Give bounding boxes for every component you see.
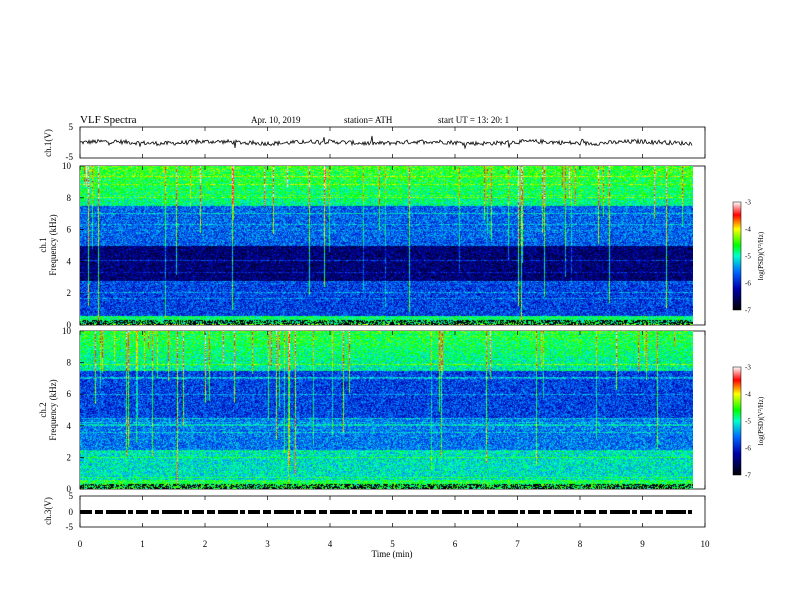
- ch1-ytick: -5: [66, 152, 74, 162]
- y-tick-label: 4: [67, 256, 72, 266]
- ch1-waveform-line: [79, 135, 693, 150]
- ch1-spectrogram-yticks: 0 2 4 6 8 10: [62, 161, 84, 330]
- ch3-ytick: 5: [69, 491, 74, 501]
- x-axis-ticks: 0 1 2 3 4 5 6 7 8 9 10: [78, 127, 710, 549]
- ch2-spectrogram-image: [80, 331, 693, 489]
- ch3-panel: 5 0 -5 ch.3(V): [43, 491, 706, 532]
- ch1-colorbar: [732, 201, 742, 311]
- colorbar-tick-label: -4: [745, 391, 751, 399]
- colorbar-tick-label: -4: [745, 226, 751, 234]
- x-axis-label: Time (min): [372, 549, 413, 559]
- x-tick-label: 8: [578, 539, 583, 549]
- colorbar-tick-label: -5: [745, 253, 751, 261]
- ch1-colorbar-ticks: -3 -4 -5 -6 -7: [745, 199, 751, 315]
- x-tick-label: 6: [453, 539, 458, 549]
- ch3-ylabel: ch.3(V): [43, 497, 53, 525]
- x-tick-label: 0: [78, 539, 83, 549]
- x-tick-label: 7: [515, 539, 520, 549]
- y-tick-label: 4: [67, 421, 72, 431]
- x-tick-label: 4: [328, 539, 333, 549]
- ch2-colorbar-ticks: -3 -4 -5 -6 -7: [745, 364, 751, 480]
- x-tick-label: 3: [265, 539, 270, 549]
- x-tick-label: 9: [640, 539, 645, 549]
- colorbar-tick-label: -3: [745, 199, 751, 207]
- ch1-spectrogram-image: [80, 166, 693, 325]
- date-label: Apr. 10, 2019: [251, 115, 301, 125]
- y-tick-label: 0: [67, 484, 72, 494]
- y-tick-label: 0: [67, 320, 72, 330]
- ch1-ylabel: ch.1(V): [43, 129, 53, 157]
- y-tick-label: 2: [67, 288, 72, 298]
- ch1-ytick: 5: [69, 122, 74, 132]
- colorbar-tick-label: -6: [745, 445, 751, 453]
- colorbar-tick-label: -3: [745, 364, 751, 372]
- ch1-spectrogram-ylabel-line2: Frequency (kHz): [48, 214, 58, 275]
- ch2-spectrogram-ylabel-line2: Frequency (kHz): [48, 379, 58, 440]
- ch2-spectrogram-yticks: 0 2 4 6 8 10: [62, 326, 84, 494]
- figure-title: VLF Spectra: [80, 114, 137, 126]
- ch3-ytick: -5: [66, 522, 74, 532]
- ch3-ytick: 0: [69, 507, 74, 517]
- y-tick-label: 6: [67, 389, 72, 399]
- y-tick-label: 8: [67, 358, 72, 368]
- x-tick-label: 10: [701, 539, 711, 549]
- colorbar-tick-label: -5: [745, 418, 751, 426]
- start-time-label: start UT = 13: 20: 1: [438, 115, 509, 125]
- y-tick-label: 8: [67, 193, 72, 203]
- station-label: station= ATH: [344, 115, 393, 125]
- ch1-spectrogram-ylabel-line1: ch.1: [38, 237, 48, 252]
- x-tick-label: 2: [203, 539, 208, 549]
- ch1-waveform-panel: 5 -5 ch.1(V): [43, 122, 706, 162]
- ch1-colorbar-label: log(PSD)(V²/Hz): [757, 231, 765, 280]
- colorbar-tick-label: -7: [745, 472, 751, 480]
- ch2-colorbar: [732, 366, 742, 476]
- y-tick-label: 2: [67, 452, 72, 462]
- x-tick-label: 5: [390, 539, 395, 549]
- ch2-colorbar-label: log(PSD)(V²/Hz): [757, 396, 765, 445]
- ch2-spectrogram-ylabel-line1: ch.2: [38, 402, 48, 417]
- colorbar-tick-label: -6: [745, 280, 751, 288]
- y-tick-label: 10: [62, 161, 72, 171]
- y-tick-label: 6: [67, 225, 72, 235]
- colorbar-tick-label: -7: [745, 307, 751, 315]
- y-tick-label: 10: [62, 326, 72, 336]
- x-tick-label: 1: [140, 539, 145, 549]
